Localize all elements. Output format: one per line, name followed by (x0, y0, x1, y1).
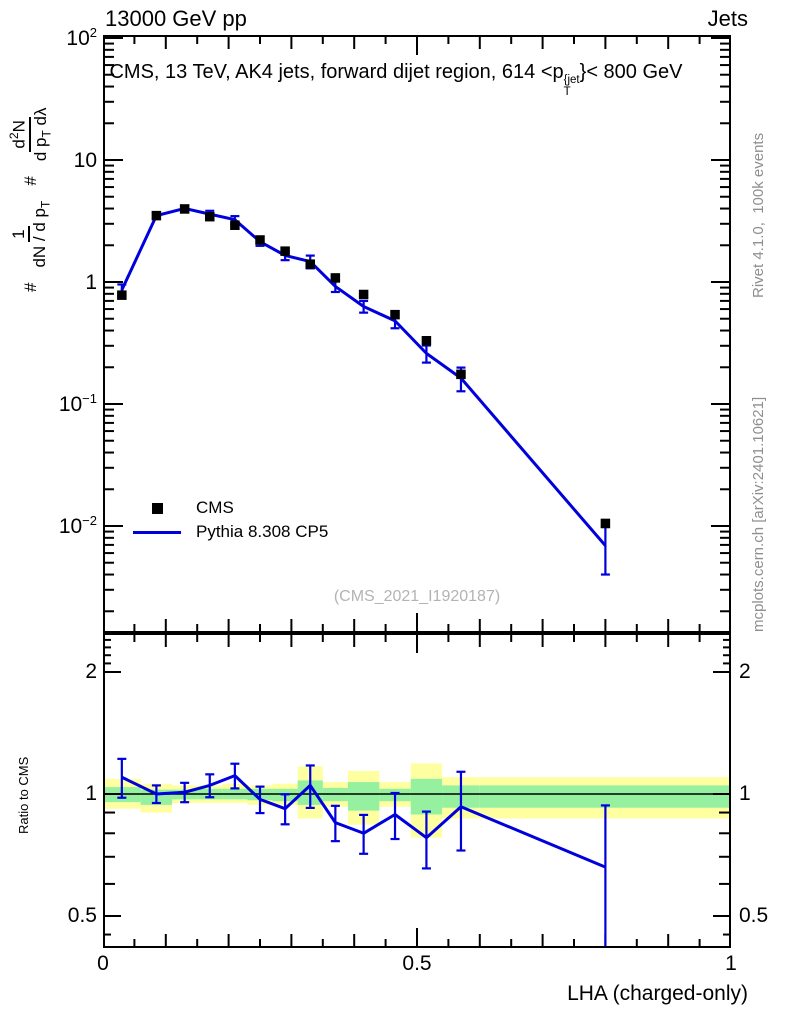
main-plot-canvas (103, 35, 731, 633)
ratio-y-tick-label-right: 2 (739, 660, 751, 683)
rivet-version-label: Rivet 4.1.0, 100k events (750, 132, 767, 298)
ratio-error-bars (117, 757, 610, 948)
legend-item-cms: CMS (128, 496, 328, 520)
legend-item-pythia: Pythia 8.308 CP5 (128, 520, 328, 544)
analysis-id-watermark: (CMS_2021_I1920187) (333, 588, 501, 605)
x-tick-label: 0 (97, 952, 109, 975)
cms-square-marker-icon (128, 502, 186, 514)
mcplots-arxiv-label: mcplots.cern.ch [arXiv:2401.10621] (750, 396, 767, 632)
y-axis-title: # 1 dN / d pT # d2N d pT dλ (7, 105, 54, 293)
ratio-y-tick-label-left: 0.5 (67, 904, 97, 927)
analysis-group-label: Jets (707, 6, 748, 31)
ratio-y-tick-label-left: 2 (85, 660, 97, 683)
main-y-tick-label: 1 (85, 271, 97, 294)
main-panel-border (103, 35, 731, 633)
ratio-y-tick-label-right: 0.5 (739, 904, 769, 927)
pt-sup: {jet (563, 73, 580, 86)
ylabel-fraction-1: 1 dN / d pT (8, 198, 54, 271)
legend-label-cms: CMS (196, 498, 234, 517)
ratio-mc-line (121, 774, 606, 869)
plot-title-suffix: }< 800 GeV (579, 61, 683, 83)
ratio-y-tick-label-left: 1 (85, 782, 97, 805)
x-axis-title: LHA (charged-only) (567, 982, 748, 1005)
x-tick-label: 1 (725, 952, 737, 975)
pt-sub: T (563, 85, 571, 98)
pythia-line-marker-icon (128, 530, 186, 534)
main-y-tick-label: 10 (73, 149, 97, 172)
beam-energy-label: 13000 GeV pp (105, 6, 247, 31)
ratio-y-tick-label-right: 1 (739, 782, 751, 805)
ratio-plot-canvas (103, 633, 731, 948)
ylabel-hash-2: # (21, 176, 41, 186)
x-tick-label: 0.5 (402, 952, 432, 975)
cms-data-points (117, 204, 611, 529)
main-y-tick-label: 10−2 (58, 513, 97, 538)
main-y-tick-label: 102 (66, 25, 97, 50)
plot-title: CMS, 13 TeV, AK4 jets, forward dijet reg… (40, 61, 752, 98)
legend-label-pythia: Pythia 8.308 CP5 (196, 522, 329, 541)
ratio-panel-border (103, 633, 731, 948)
frac1-numerator: 1 (8, 226, 31, 242)
pt-superscript-stack: {jet T (564, 74, 580, 98)
ratio-y-axis-title: Ratio to CMS (16, 756, 31, 834)
frac1-denominator: dN / d pT (30, 200, 53, 268)
main-y-tick-label: 10−1 (58, 391, 97, 416)
plot-title-prefix: CMS, 13 TeV, AK4 jets, forward dijet reg… (109, 61, 564, 83)
legend: CMS Pythia 8.308 CP5 (128, 496, 328, 544)
main-ticks (105, 37, 729, 631)
